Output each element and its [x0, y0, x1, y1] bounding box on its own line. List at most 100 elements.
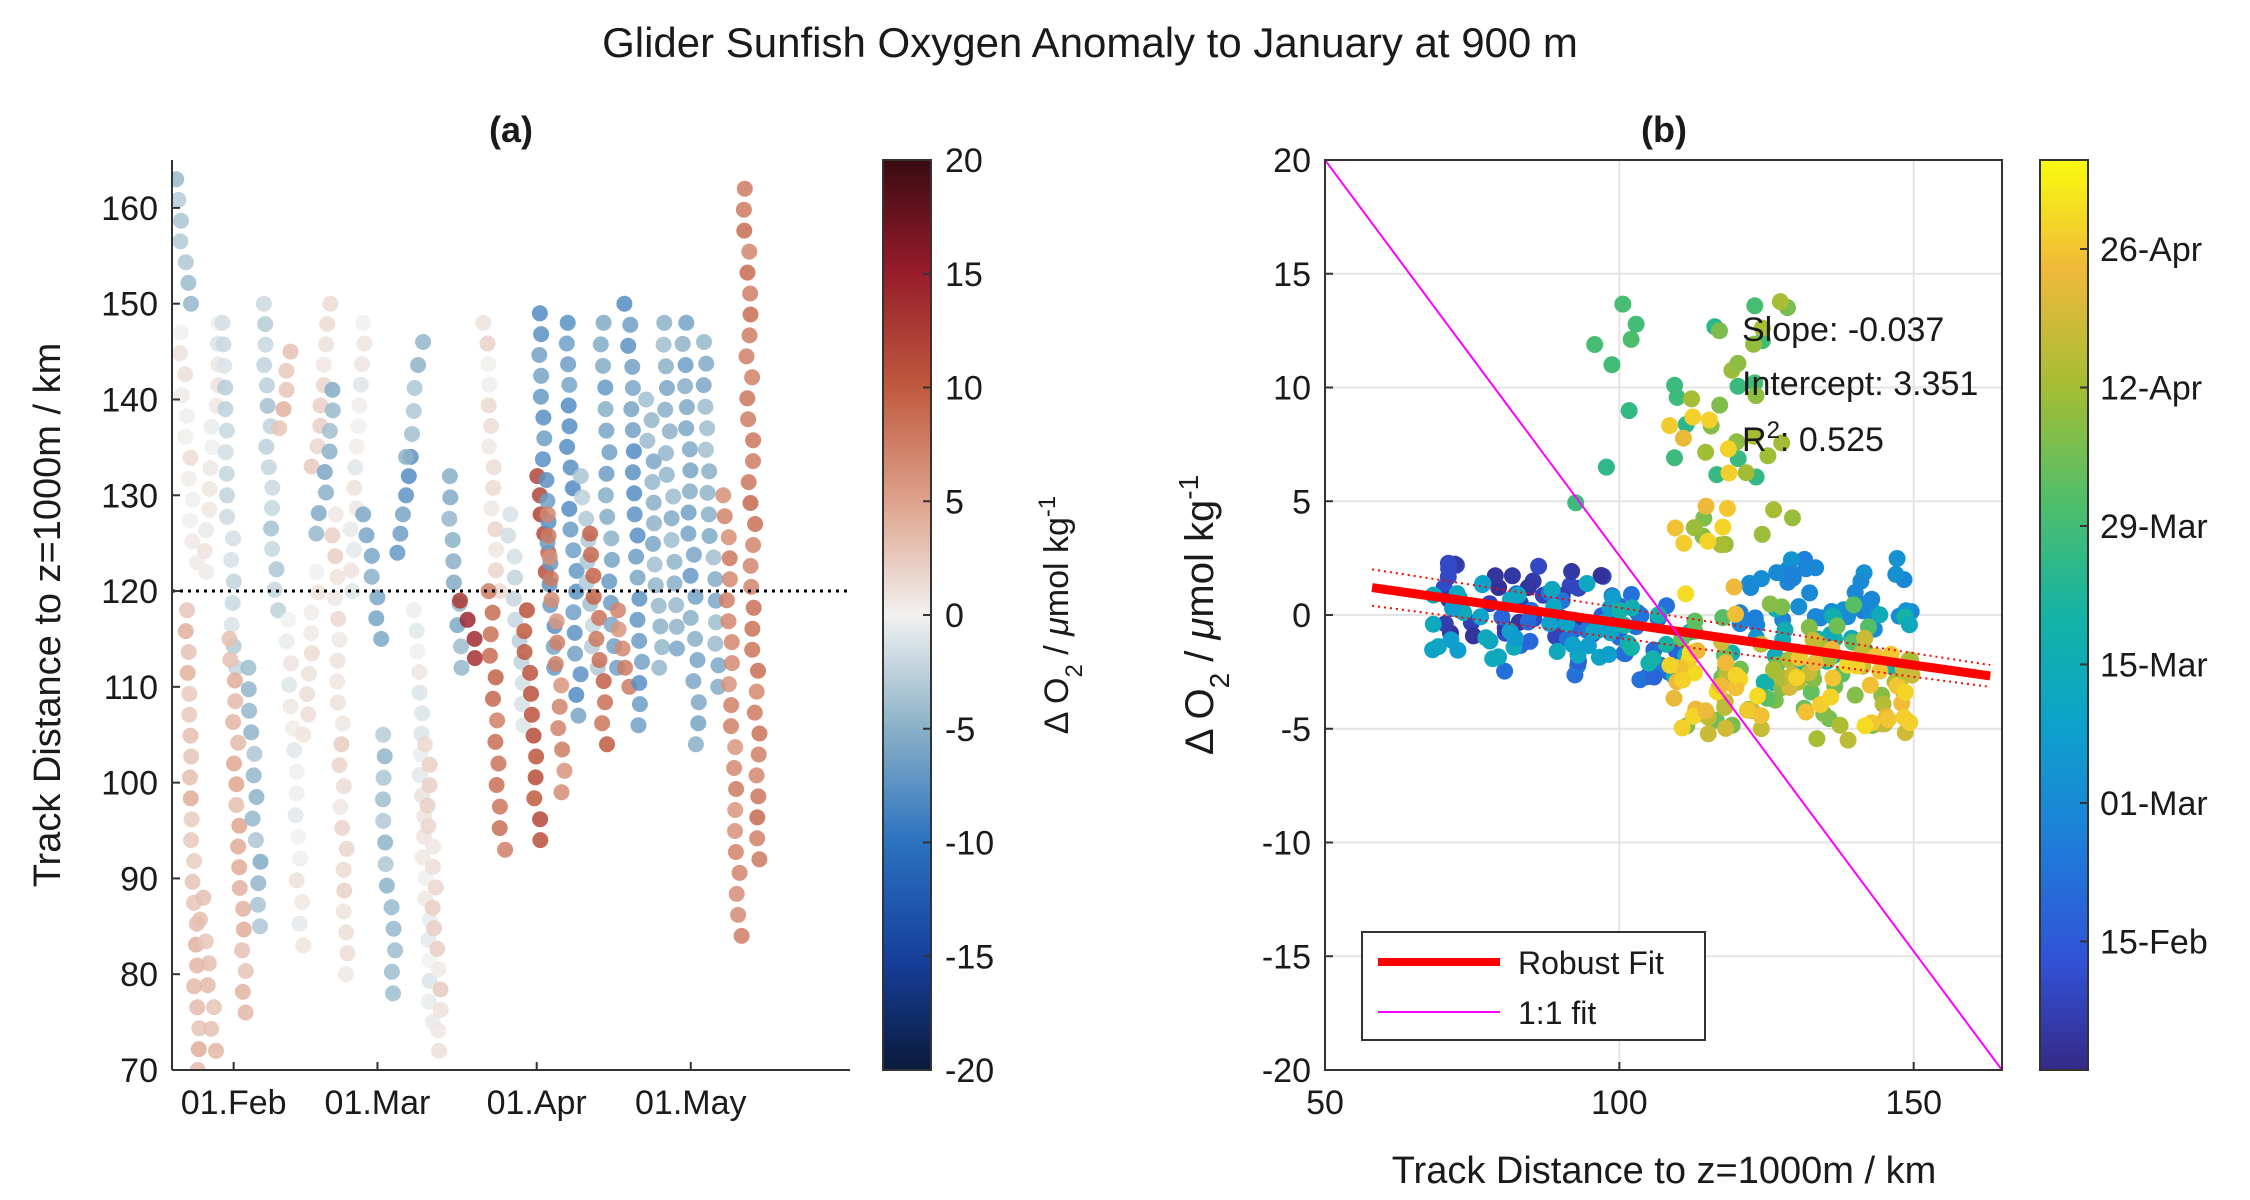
panel-a-point	[677, 378, 694, 395]
panel-a-point	[566, 624, 583, 641]
panel-a-point	[430, 1022, 446, 1039]
panel-a-point	[697, 441, 714, 458]
panel-a-point	[195, 889, 212, 906]
panel-a-point	[485, 479, 502, 496]
panel-a-point	[689, 652, 706, 668]
panel-a-point	[629, 527, 646, 544]
panel-b-point	[1765, 661, 1782, 679]
panel-a-point	[247, 832, 264, 849]
panel-a-point	[716, 508, 733, 525]
panel-a-point	[516, 644, 533, 660]
panel-b-point	[1645, 668, 1663, 686]
panel-a-point	[231, 817, 248, 834]
panel-b-point	[1879, 710, 1897, 728]
panel-a-point	[281, 676, 298, 693]
panel-a-point	[539, 492, 556, 509]
panel-a-point	[665, 488, 682, 505]
panel-a-point	[595, 357, 611, 374]
panel-a-point	[398, 448, 415, 465]
panel-a-point	[426, 920, 443, 937]
panel-a-point	[309, 438, 326, 455]
panel-a-point	[630, 717, 647, 734]
panel-a-point	[411, 767, 428, 783]
panel-a-point	[414, 849, 431, 866]
panel-a-point	[739, 264, 756, 281]
panel-b-point	[1858, 594, 1876, 612]
panel-a-point	[751, 851, 768, 868]
panel-a-point	[217, 444, 234, 461]
panel-a-point	[270, 602, 287, 619]
panel-a-point	[411, 684, 428, 701]
panel-a-point	[215, 336, 232, 353]
panel-b-point	[1548, 643, 1566, 660]
panel-b-colorbar-tick-label: 15-Mar	[2100, 646, 2208, 684]
panel-a-point	[333, 736, 350, 753]
panel-a-point	[500, 527, 517, 544]
panel-a-point	[631, 632, 648, 649]
panel-a-point	[406, 380, 423, 396]
panel-a-point	[720, 613, 737, 630]
panel-a-point	[480, 356, 497, 373]
panel-a-point	[278, 362, 295, 379]
panel-a-point	[491, 583, 508, 600]
panel-a-point	[318, 484, 334, 501]
panel-a-point	[227, 693, 244, 710]
panel-b-point	[1442, 631, 1460, 649]
panel-b-point	[1714, 518, 1732, 536]
panel-a-point	[409, 643, 426, 660]
panel-a-y-tick-label: 90	[120, 860, 158, 898]
panel-a-point	[385, 920, 402, 937]
panel-a-point	[616, 295, 633, 312]
panel-b-colorbar-ticks: 15-Feb 01-Mar 15-Mar 29-Mar 12-Apr 26-Apr	[2080, 231, 2208, 961]
panel-b-point	[1788, 669, 1806, 686]
panel-a-point	[597, 487, 614, 504]
panel-b-y-tick-label: 5	[1292, 483, 1311, 521]
figure-title: Glider Sunfish Oxygen Anomaly to January…	[602, 19, 1578, 66]
panel-a-point	[572, 468, 589, 485]
panel-a-point	[723, 634, 740, 651]
panel-a-point	[425, 858, 441, 875]
panel-b-point	[1745, 335, 1762, 353]
panel-a-point	[198, 563, 215, 580]
panel-b-point	[1901, 616, 1918, 634]
panel-a-point	[414, 705, 431, 722]
panel-b-point	[1424, 641, 1442, 659]
panel-b-point	[1727, 605, 1744, 623]
panel-a-point	[628, 548, 645, 565]
panel-a-point	[237, 963, 254, 979]
panel-a-point	[514, 696, 530, 713]
panel-b: (b) -20 -15 -10 -5 0 5 10 15 20 50 100 150 Track D…	[1173, 109, 2208, 1192]
panel-a-point	[687, 588, 704, 605]
panel-a-point	[698, 355, 715, 372]
panel-b-point	[1896, 683, 1914, 701]
panel-b-point	[1666, 449, 1683, 467]
panel-b-point	[1720, 464, 1738, 482]
panel-b-point	[1784, 509, 1801, 527]
panel-a-point	[740, 411, 757, 428]
panel-a-point	[657, 401, 674, 418]
panel-b-point	[1674, 671, 1692, 689]
panel-a-point	[631, 675, 648, 691]
panel-b-point	[1564, 636, 1582, 654]
panel-a-point	[585, 567, 602, 584]
panel-b-point	[1650, 606, 1667, 624]
panel-a-point	[634, 653, 650, 670]
panel-a-y-axis-label: Track Distance to z=1000m / km	[27, 343, 69, 888]
panel-a-point	[525, 727, 542, 744]
panel-a-point	[624, 422, 641, 439]
panel-a-point	[599, 736, 615, 753]
panel-a-x-tick-label: 01.Apr	[487, 1084, 587, 1122]
panel-b-point	[1712, 536, 1730, 554]
panel-a-point	[592, 336, 609, 353]
panel-a-point	[332, 799, 349, 815]
panel-b-point	[1737, 464, 1755, 482]
panel-a-point	[669, 640, 685, 657]
panel-a-point	[217, 379, 234, 396]
panel-a-point	[442, 489, 459, 506]
panel-a-point	[344, 583, 361, 600]
panel-a-point	[646, 515, 662, 532]
panel-a-point	[312, 397, 329, 414]
panel-a-point	[182, 449, 199, 466]
